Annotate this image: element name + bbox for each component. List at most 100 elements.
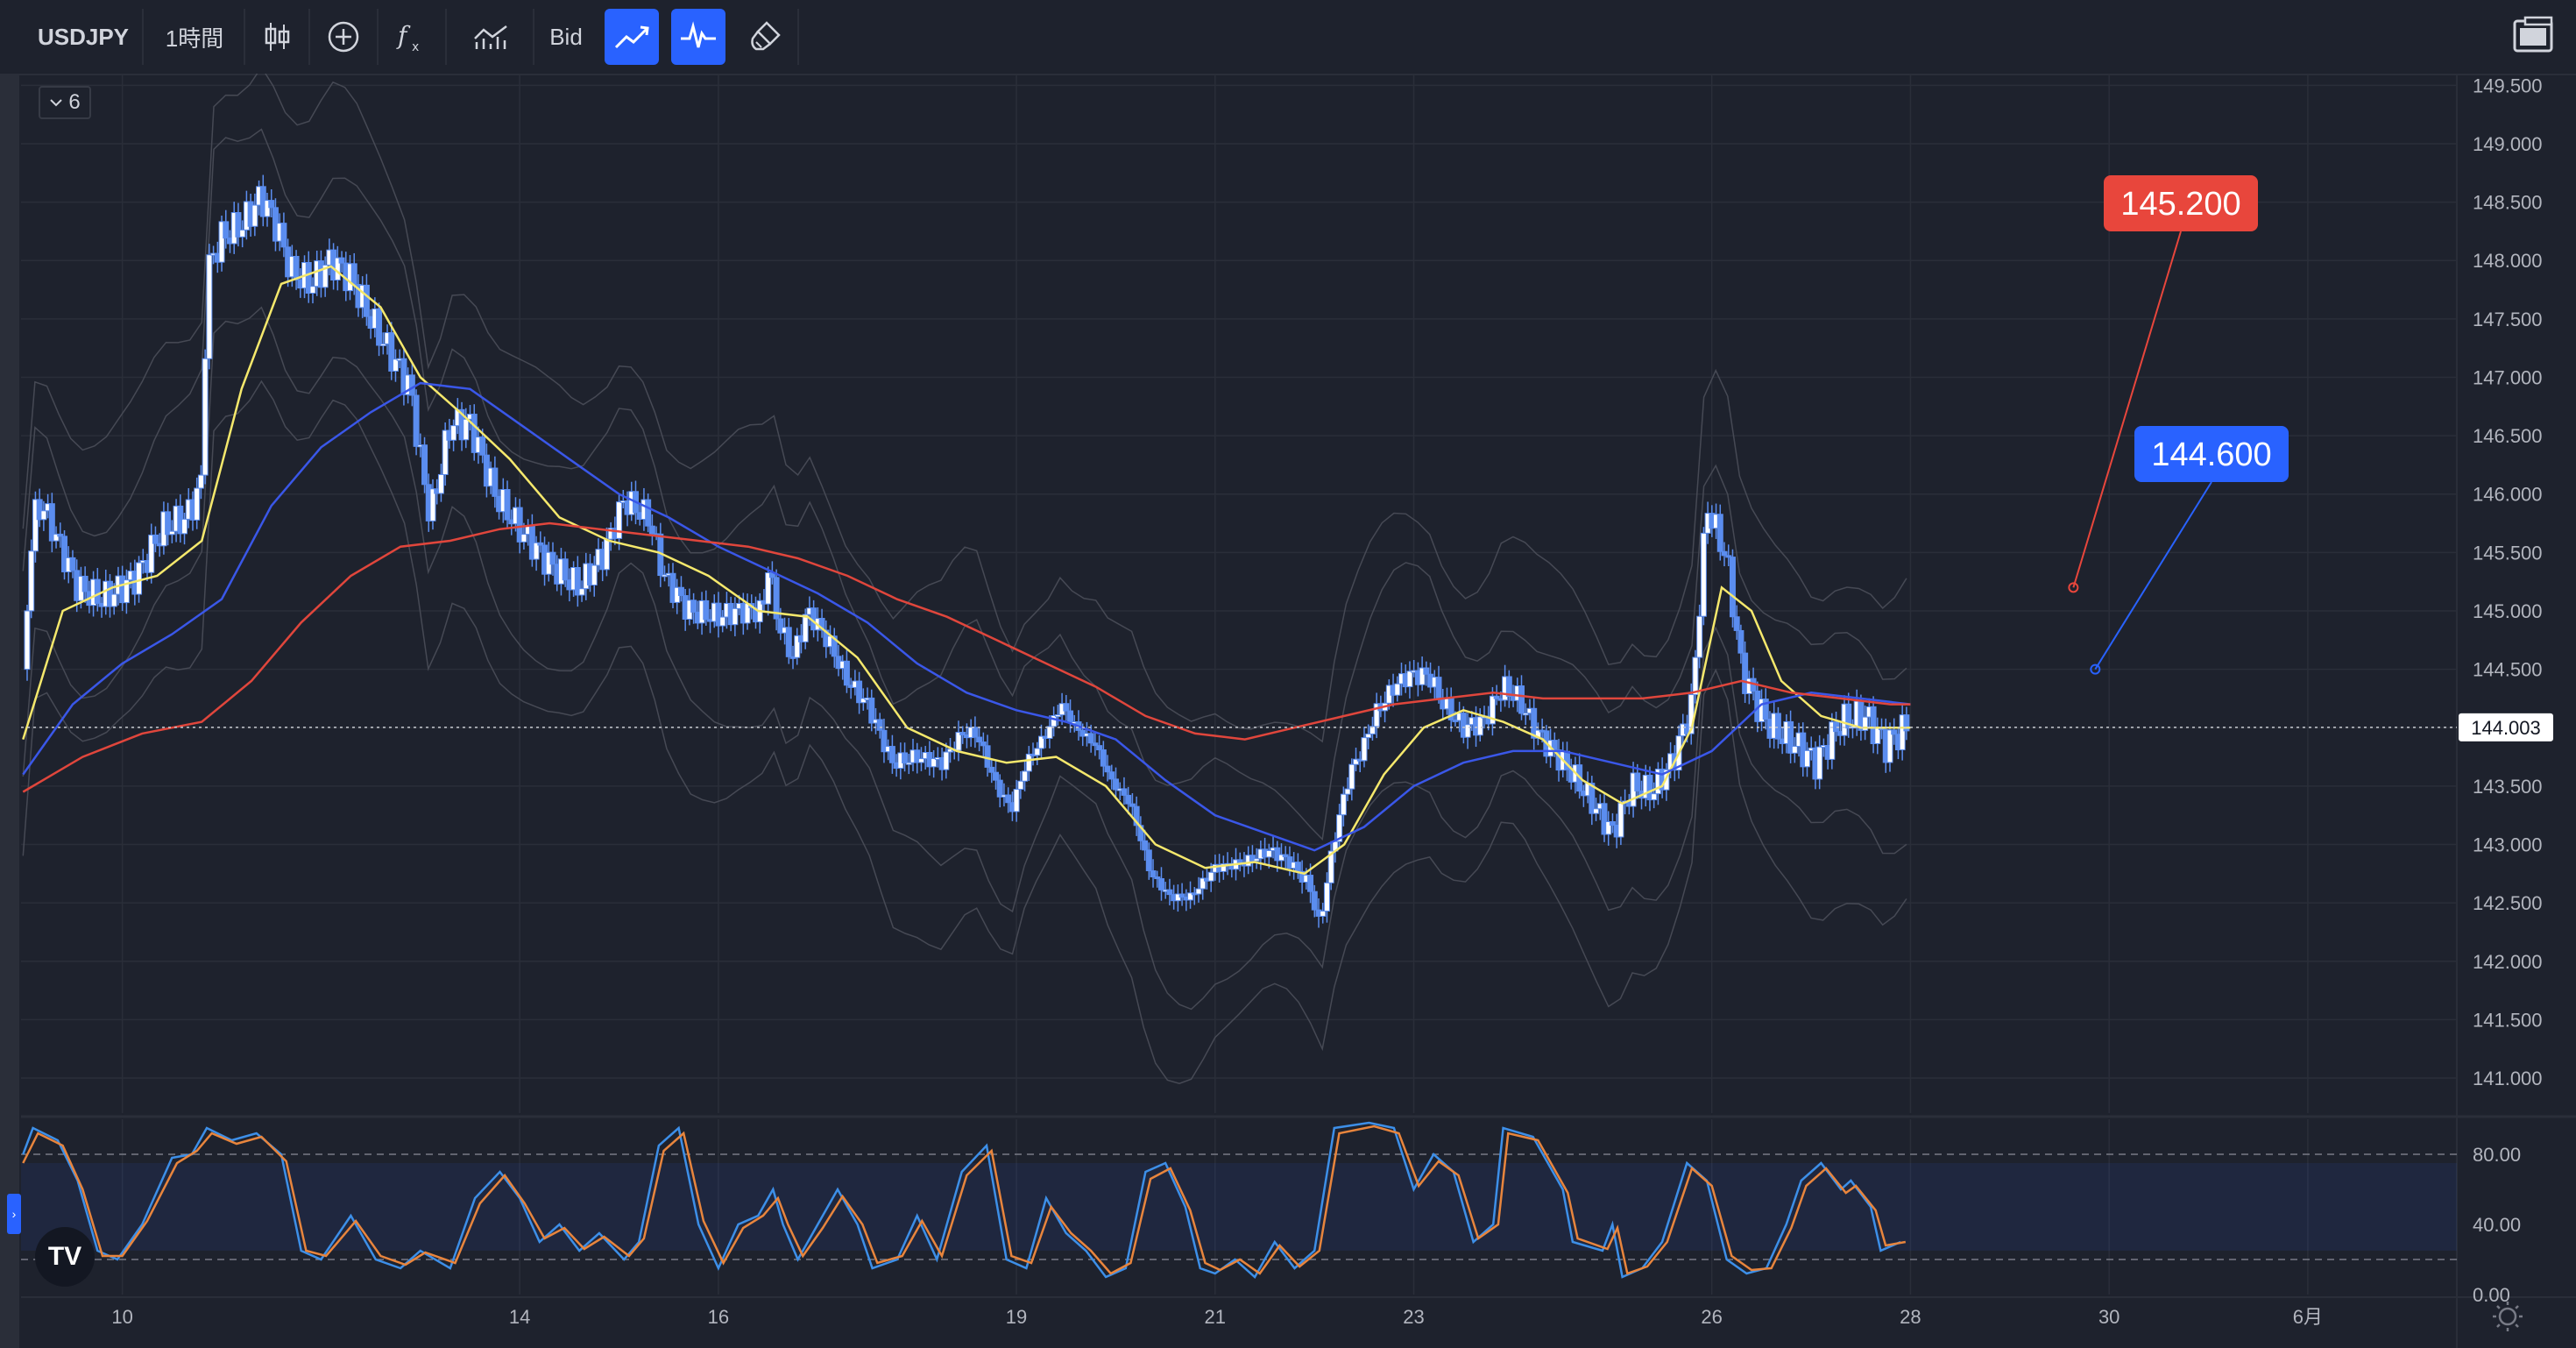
candle-body	[1187, 892, 1194, 901]
price-type-button[interactable]: Bid	[538, 9, 594, 65]
price-tick-label: 146.500	[2473, 425, 2543, 447]
price-tick-label: 141.000	[2473, 1068, 2543, 1089]
candle-body	[1737, 629, 1744, 654]
side-panel-handle[interactable]: ›	[7, 1194, 21, 1234]
candle-body	[1476, 716, 1483, 736]
brush-button[interactable]	[738, 9, 792, 65]
candle-body	[1696, 615, 1703, 658]
candle-body	[1100, 749, 1107, 767]
candle-body	[463, 418, 470, 441]
candle-body	[1025, 753, 1032, 772]
candle-body	[703, 600, 710, 621]
candle-body	[194, 487, 201, 521]
interval-button[interactable]: 1時間	[149, 9, 240, 65]
candle-body	[479, 436, 486, 456]
candle-body	[1166, 889, 1173, 896]
candle-body	[1787, 720, 1794, 754]
moving-average-line	[22, 381, 1911, 852]
callout-anchor	[2068, 582, 2079, 593]
candle-body	[1803, 749, 1810, 768]
indicator-legend-toggle[interactable]: 6	[39, 86, 91, 119]
chart-type-button[interactable]	[247, 9, 307, 65]
logo-text: TV	[47, 1242, 82, 1271]
candle-body	[152, 534, 159, 544]
price-tick-label: 144.500	[2473, 659, 2543, 681]
candle-body	[1145, 849, 1152, 871]
price-tick-label: 145.500	[2473, 542, 2543, 564]
price-tick-label: 145.000	[2473, 600, 2543, 622]
sun-core	[2498, 1307, 2517, 1326]
price-tick-label: 141.500	[2473, 1009, 2543, 1031]
candle-body	[996, 779, 1003, 798]
candle-body	[520, 534, 527, 543]
candle-body	[1601, 803, 1608, 835]
candle-body	[148, 534, 155, 573]
candle-body	[549, 551, 556, 565]
candle-body	[1013, 789, 1020, 812]
candle-body	[1307, 875, 1314, 892]
candle-body	[1282, 854, 1289, 858]
candle-body	[61, 536, 68, 572]
strategy-button[interactable]	[461, 9, 520, 65]
sun-ray	[2515, 1305, 2519, 1309]
candle-body	[1320, 911, 1327, 917]
candle-body	[794, 635, 801, 658]
tradingview-logo: TV	[35, 1227, 95, 1287]
line-tool-button[interactable]	[605, 9, 659, 65]
callout-leader	[2072, 231, 2182, 588]
candle-body	[388, 332, 395, 372]
candle-body	[1845, 703, 1852, 729]
candle-body	[1274, 847, 1281, 862]
candle-body	[239, 229, 246, 238]
candle-body	[421, 444, 428, 486]
candle-body	[305, 261, 312, 294]
candle-body	[677, 586, 684, 597]
symbol-search-button[interactable]: USDJPY	[26, 9, 140, 65]
candle-body	[1327, 850, 1334, 883]
candle-body	[309, 286, 316, 294]
candle-body	[1108, 771, 1115, 780]
layout-button[interactable]	[2504, 9, 2562, 65]
candle-body	[1505, 676, 1512, 697]
candle-body	[1609, 821, 1616, 826]
candle-body	[1311, 890, 1318, 911]
candle-body	[777, 618, 784, 634]
candle-body	[379, 343, 386, 346]
candle-body	[218, 221, 225, 263]
candle-body	[980, 741, 987, 747]
candle-body	[1054, 714, 1061, 718]
candle-body	[48, 503, 55, 542]
candle-body	[1277, 854, 1284, 862]
time-tick-label: 16	[708, 1306, 729, 1328]
time-tick-label: 26	[1701, 1306, 1722, 1328]
candle-body	[719, 616, 726, 627]
candle-body	[1891, 729, 1898, 735]
left-panel-edge	[0, 74, 19, 1348]
candle-body	[1294, 862, 1301, 872]
strategy-icon	[474, 25, 507, 49]
candle-body	[1733, 616, 1740, 631]
candle-body	[450, 425, 457, 441]
candle-body	[1154, 876, 1161, 880]
oscillator-button[interactable]	[671, 9, 725, 65]
moving-average-line	[22, 265, 1911, 876]
candle-body	[40, 510, 47, 521]
candle-body	[392, 358, 399, 372]
candle-body	[603, 538, 610, 571]
callout-label: 144.600	[2151, 436, 2271, 473]
candle-body	[818, 617, 825, 631]
candle-body	[376, 308, 383, 346]
candle-body	[802, 614, 809, 642]
candle-body	[32, 499, 39, 552]
band-lower	[22, 306, 1907, 1011]
compare-button[interactable]	[314, 9, 373, 65]
time-tick-label: 21	[1205, 1306, 1226, 1328]
price-chart[interactable]: 149.500 149.000 148.500 148.000 147.500 147.0…	[21, 74, 2576, 1348]
callout-label: 145.200	[2120, 186, 2240, 223]
symbol-label: USDJPY	[37, 23, 130, 50]
candle-body	[197, 474, 204, 489]
candle-body	[1634, 772, 1641, 791]
current-price-badge	[2459, 713, 2553, 741]
candle-body	[690, 600, 697, 613]
